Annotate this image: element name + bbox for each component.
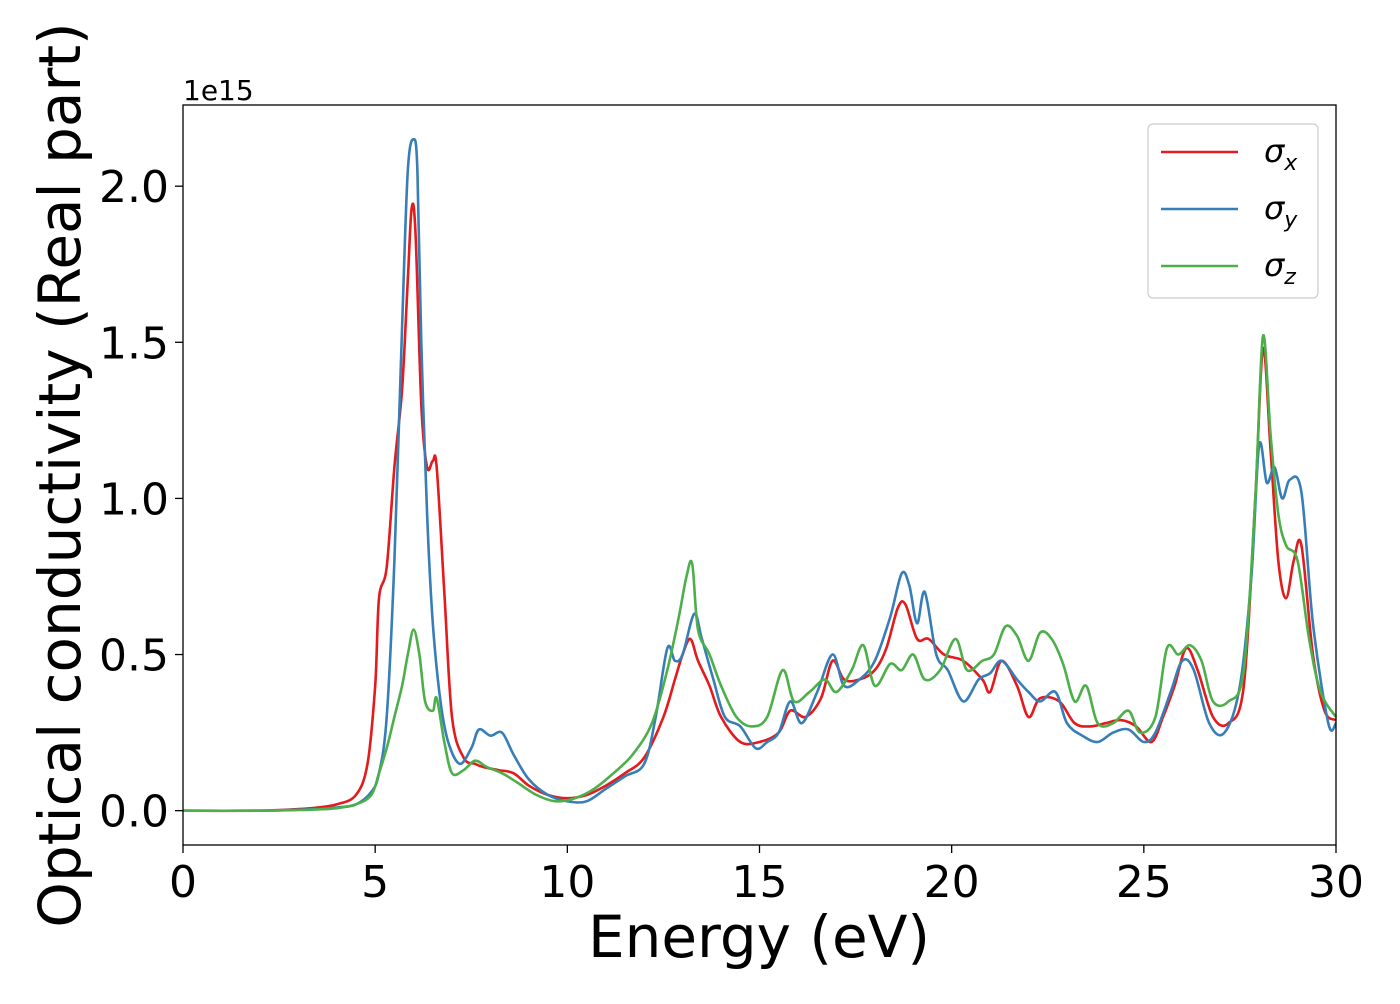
legend-label-y: σy <box>1264 189 1298 233</box>
y-axis-label: Optical conductivity (Real part) <box>26 22 94 927</box>
series-layer <box>182 137 1338 813</box>
x-tick-label: 10 <box>539 857 595 908</box>
y-tick-label: 1.0 <box>99 474 169 525</box>
y-tick-label: 1.5 <box>99 318 169 369</box>
x-tick-label: 0 <box>169 857 197 908</box>
series-line-y <box>182 137 1338 813</box>
legend-box <box>1147 123 1319 299</box>
y-tick-label: 0.0 <box>99 787 169 838</box>
legend-items: σx σy σz <box>1161 132 1298 290</box>
x-tick-label: 25 <box>1116 857 1172 908</box>
legend: σx σy σz <box>1147 123 1319 299</box>
x-tick-label: 30 <box>1308 857 1364 908</box>
x-axis-ticks: 0 5 10 15 20 25 30 <box>169 845 1364 908</box>
series-line-x <box>182 202 1337 813</box>
y-axis-multiplier: 1e15 <box>183 74 254 107</box>
x-tick-label: 15 <box>732 857 788 908</box>
series-line-z <box>182 333 1338 813</box>
legend-label-x: σx <box>1264 132 1298 176</box>
y-axis-ticks: 0.0 0.5 1.0 1.5 2.0 <box>99 162 183 838</box>
x-tick-label: 20 <box>924 857 980 908</box>
y-tick-label: 2.0 <box>99 162 169 213</box>
y-tick-label: 0.5 <box>99 631 169 682</box>
x-axis-label: Energy (eV) <box>588 903 930 971</box>
legend-label-z: σz <box>1264 246 1296 290</box>
x-tick-label: 5 <box>361 857 389 908</box>
